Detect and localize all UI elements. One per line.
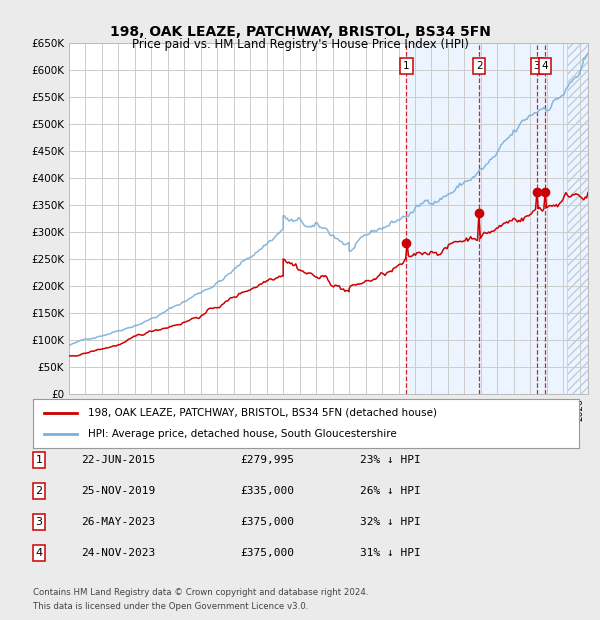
Text: 3: 3 [533, 61, 540, 71]
Text: £335,000: £335,000 [240, 486, 294, 496]
Bar [566, 43, 588, 394]
Text: 198, OAK LEAZE, PATCHWAY, BRISTOL, BS34 5FN: 198, OAK LEAZE, PATCHWAY, BRISTOL, BS34 … [110, 25, 490, 39]
Text: Contains HM Land Registry data © Crown copyright and database right 2024.: Contains HM Land Registry data © Crown c… [33, 588, 368, 597]
Text: 3: 3 [35, 517, 43, 527]
Text: 4: 4 [542, 61, 548, 71]
Text: HPI: Average price, detached house, South Gloucestershire: HPI: Average price, detached house, Sout… [88, 429, 397, 439]
Text: 198, OAK LEAZE, PATCHWAY, BRISTOL, BS34 5FN (detached house): 198, OAK LEAZE, PATCHWAY, BRISTOL, BS34 … [88, 408, 437, 418]
Text: 23% ↓ HPI: 23% ↓ HPI [360, 455, 421, 465]
Text: £375,000: £375,000 [240, 517, 294, 527]
Text: 1: 1 [403, 61, 410, 71]
Text: 4: 4 [35, 548, 43, 558]
Bar [406, 43, 588, 394]
Text: 31% ↓ HPI: 31% ↓ HPI [360, 548, 421, 558]
Text: 26-MAY-2023: 26-MAY-2023 [81, 517, 155, 527]
Text: 25-NOV-2019: 25-NOV-2019 [81, 486, 155, 496]
Text: £279,995: £279,995 [240, 455, 294, 465]
Text: 22-JUN-2015: 22-JUN-2015 [81, 455, 155, 465]
Text: 26% ↓ HPI: 26% ↓ HPI [360, 486, 421, 496]
Text: 2: 2 [35, 486, 43, 496]
Text: 24-NOV-2023: 24-NOV-2023 [81, 548, 155, 558]
Text: This data is licensed under the Open Government Licence v3.0.: This data is licensed under the Open Gov… [33, 602, 308, 611]
Text: 1: 1 [35, 455, 43, 465]
Text: Price paid vs. HM Land Registry's House Price Index (HPI): Price paid vs. HM Land Registry's House … [131, 38, 469, 51]
Text: 2: 2 [476, 61, 482, 71]
Text: £375,000: £375,000 [240, 548, 294, 558]
Text: 32% ↓ HPI: 32% ↓ HPI [360, 517, 421, 527]
